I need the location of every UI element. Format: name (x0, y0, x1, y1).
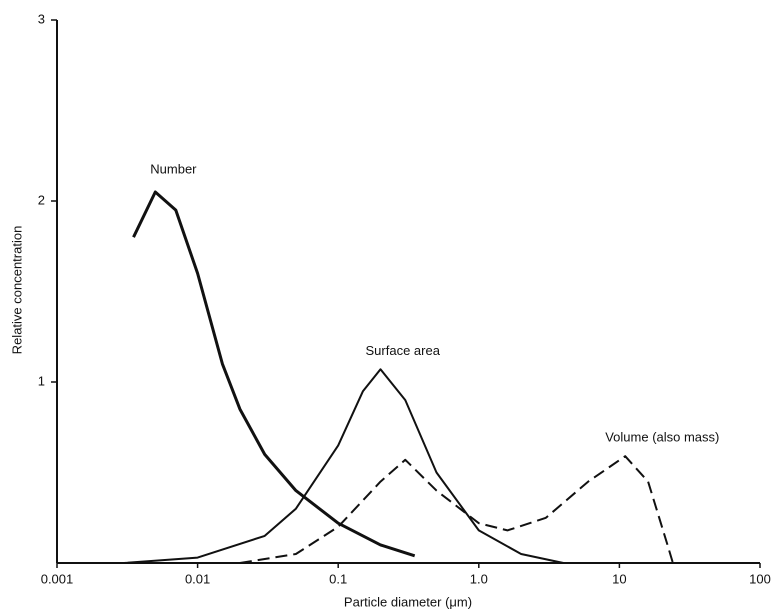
y-tick-label: 1 (38, 373, 45, 388)
x-tick-label: 0.1 (329, 571, 347, 586)
x-tick-label: 0.001 (41, 571, 74, 586)
series-line (239, 455, 674, 564)
series-label: Volume (also mass) (605, 430, 719, 445)
x-tick-label: 1.0 (470, 571, 488, 586)
series-label: Number (150, 161, 197, 176)
series-line (132, 190, 416, 558)
x-axis-label: Particle diameter (μm) (344, 594, 472, 609)
x-tick-label: 0.01 (185, 571, 210, 586)
x-tick-label: 100 (749, 571, 771, 586)
y-tick-label: 2 (38, 192, 45, 207)
x-tick-label: 10 (612, 571, 626, 586)
series-line (124, 368, 564, 564)
y-tick-label: 3 (38, 11, 45, 26)
series-label: Surface area (366, 343, 441, 358)
y-axis-label: Relative concentration (9, 226, 24, 355)
